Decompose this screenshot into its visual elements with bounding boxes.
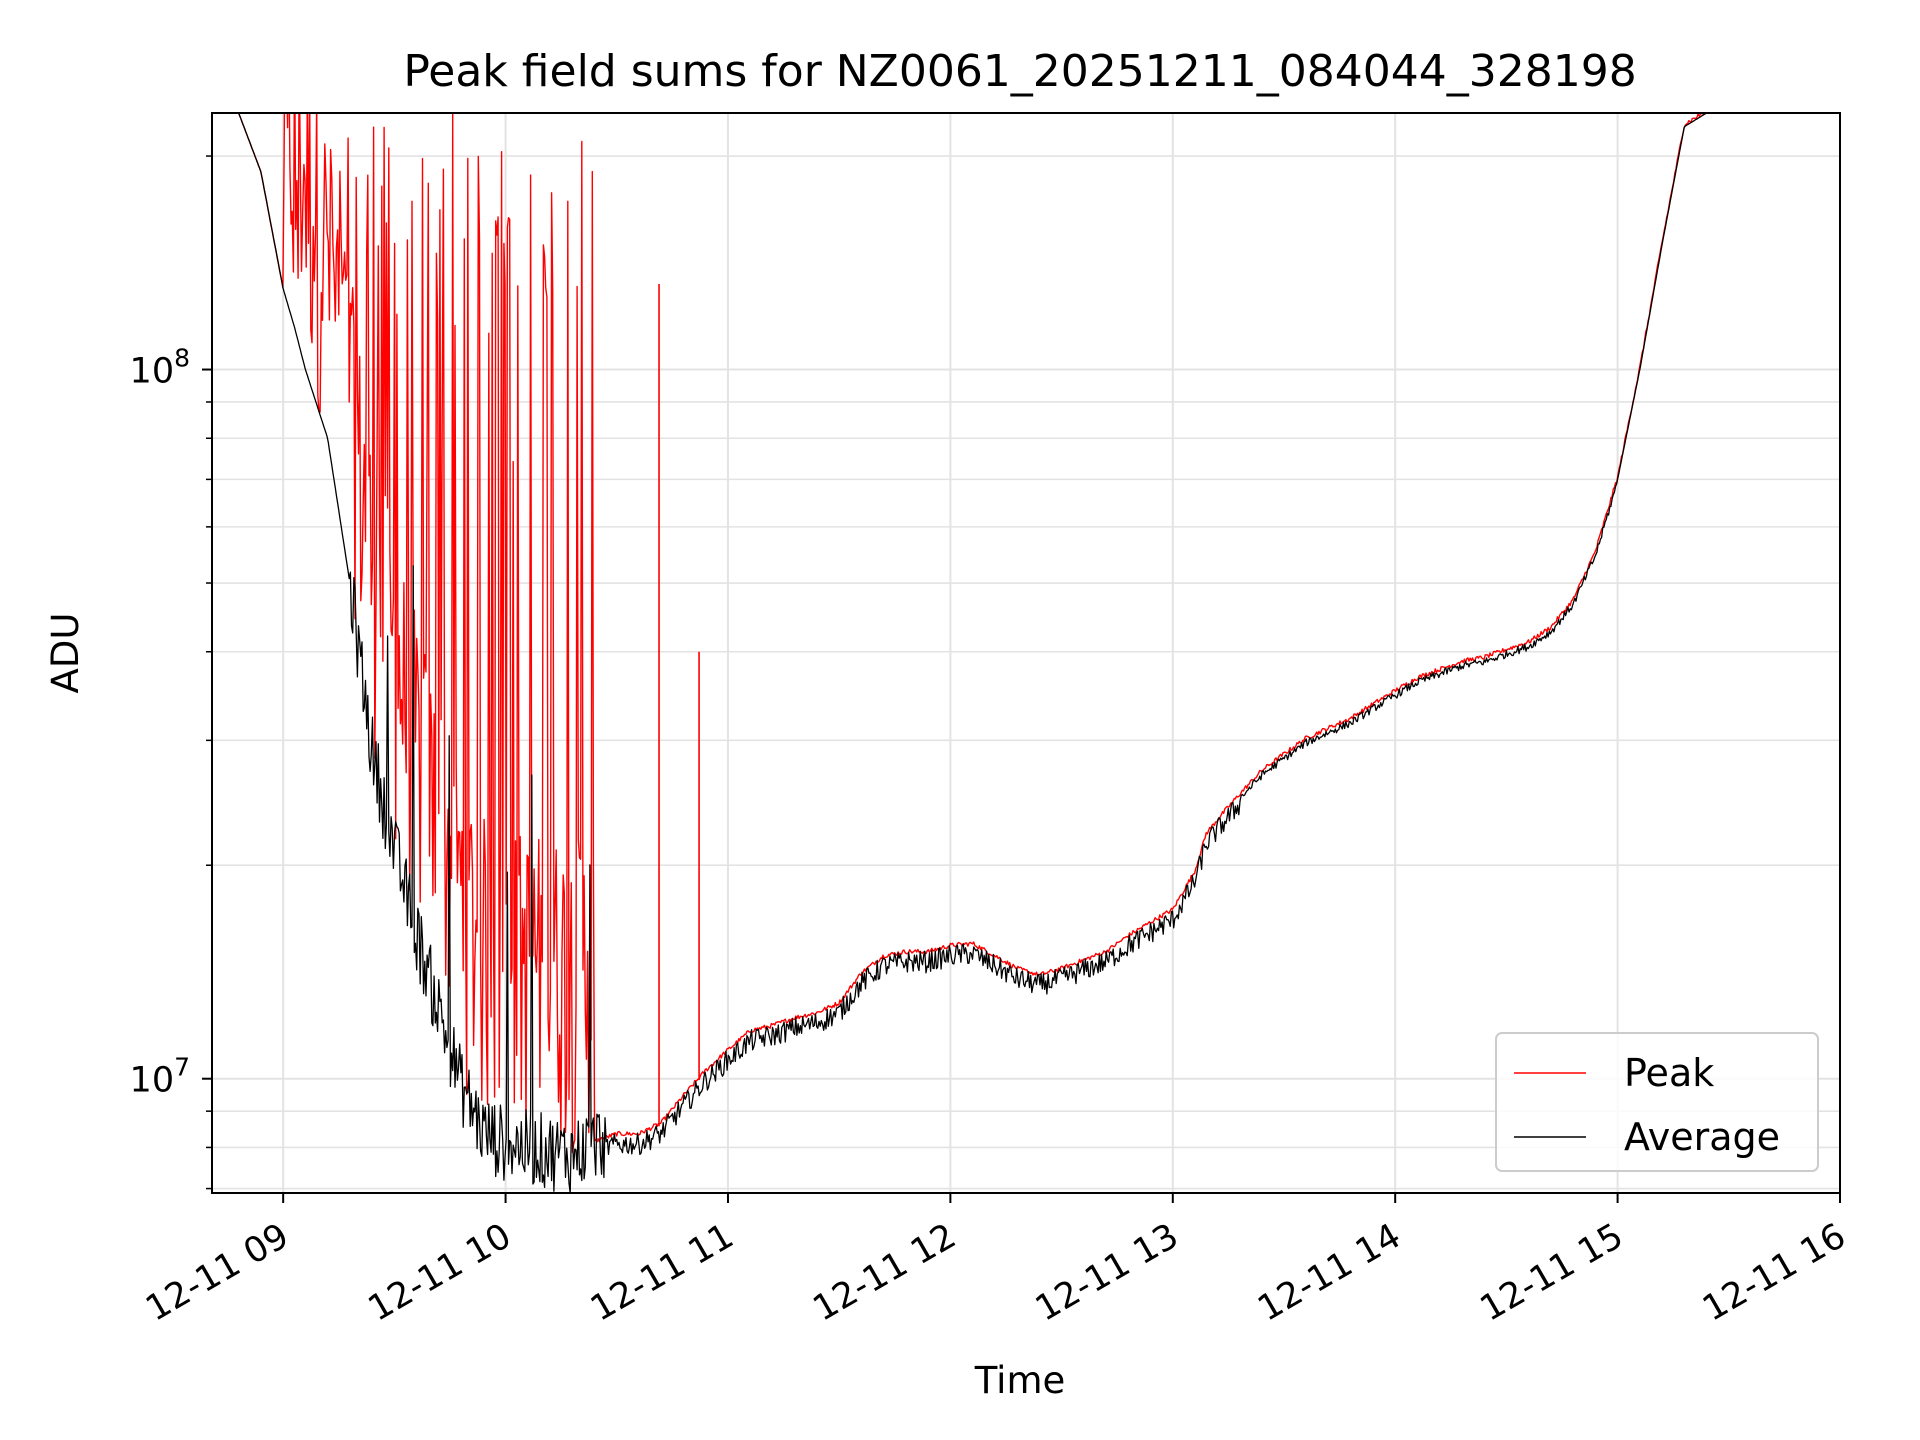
legend-peak-label: Peak	[1624, 1051, 1714, 1095]
y-tick-label: 107	[130, 1053, 190, 1101]
average-series-line	[212, 113, 1840, 1193]
legend: Peak Average	[1495, 1032, 1819, 1172]
plot-area	[212, 113, 1840, 1193]
y-axis-label: ADU	[44, 613, 87, 694]
chart-title: Peak field sums for NZ0061_20251211_0840…	[403, 46, 1636, 97]
y-tick-label: 108	[130, 344, 190, 392]
peak-series-line	[212, 113, 1827, 1153]
axes-frame	[211, 112, 1841, 1194]
series-layer	[212, 113, 1840, 1193]
x-axis-label: Time	[974, 1359, 1066, 1402]
legend-average-label: Average	[1624, 1115, 1780, 1159]
